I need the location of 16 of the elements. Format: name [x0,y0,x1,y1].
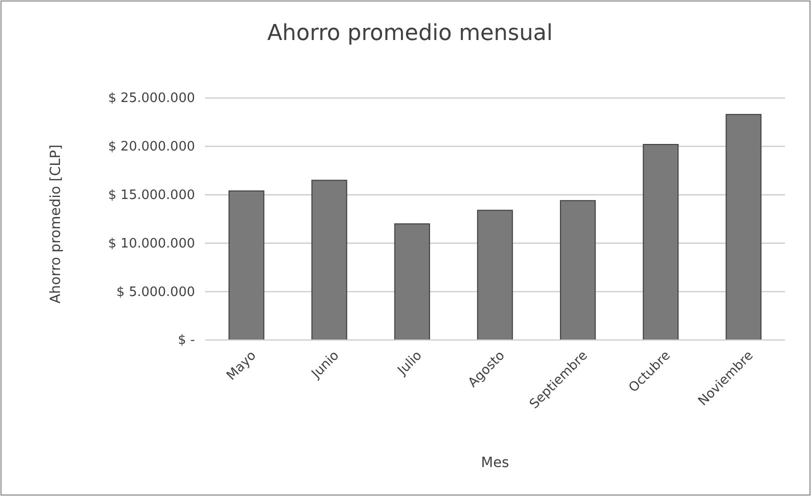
y-tick-label: $ 25.000.000 [108,91,195,106]
y-tick-label: $ 5.000.000 [116,284,195,300]
y-axis-title: Ahorro promedio [CLP] [48,144,64,304]
bar [311,180,348,340]
bar [642,144,679,340]
y-tick-label: $ - [178,333,196,348]
bar [560,200,596,340]
chart-title: Ahorro promedio mensual [267,21,553,46]
y-tick-label: $ 15.000.000 [108,188,195,203]
bar [394,223,430,340]
y-tick-label: $ 20.000.000 [108,140,195,155]
y-tick-label: $ 10.000.000 [108,236,195,252]
bar [228,190,264,340]
bar [477,210,513,340]
bar [726,114,762,340]
x-axis-title: Mes [481,455,509,471]
